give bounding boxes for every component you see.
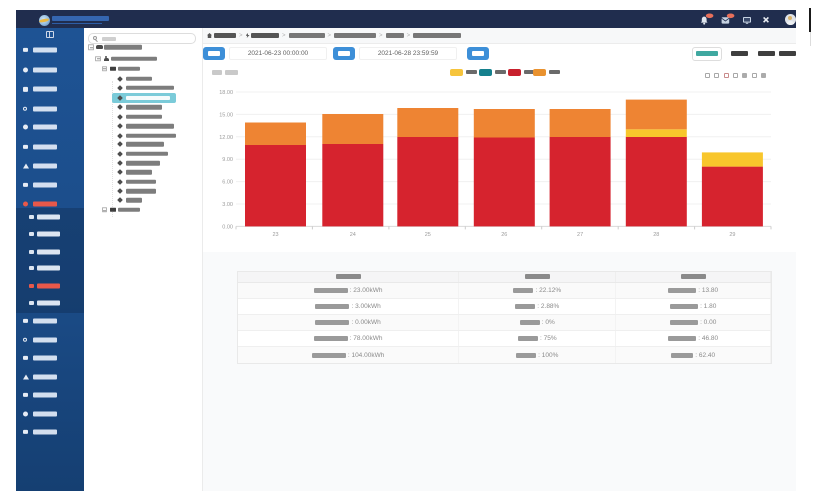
svg-text:25: 25 [425,232,431,238]
svg-text:23: 23 [272,232,278,238]
svg-text:15.00: 15.00 [219,112,233,118]
svg-text:6.00: 6.00 [222,180,233,186]
svg-text:9.00: 9.00 [222,157,233,163]
svg-text:18.00: 18.00 [219,90,233,96]
svg-text:12.00: 12.00 [219,135,233,141]
svg-text:3.00: 3.00 [222,202,233,208]
svg-text:26: 26 [501,232,507,238]
svg-text:24: 24 [350,232,356,238]
svg-text:0.00: 0.00 [222,224,233,230]
svg-text:28: 28 [653,232,659,238]
svg-text:29: 29 [729,232,735,238]
svg-text:27: 27 [577,232,583,238]
